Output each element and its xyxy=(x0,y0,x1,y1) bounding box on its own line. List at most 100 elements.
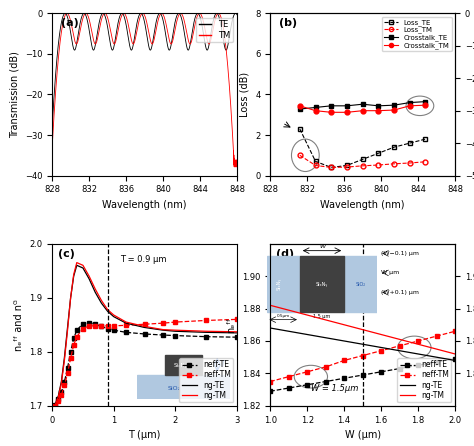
ng-TM xyxy=(323,317,328,322)
neff-TM xyxy=(105,323,110,329)
neff-TM xyxy=(68,355,73,361)
ng-TE xyxy=(99,301,104,306)
ng-TM xyxy=(173,327,178,333)
neff-TM xyxy=(286,374,292,380)
ng-TE xyxy=(160,327,166,333)
ng-TE xyxy=(71,273,76,279)
neff-TM xyxy=(304,369,310,375)
ng-TE xyxy=(86,276,92,281)
neff-TM xyxy=(452,329,458,334)
ng-TM xyxy=(123,319,129,325)
Text: (c): (c) xyxy=(58,248,74,259)
neff-TE xyxy=(304,382,310,388)
ng-TM xyxy=(58,380,64,386)
ng-TE xyxy=(111,314,117,319)
neff-TE xyxy=(64,365,70,371)
ng-TM xyxy=(64,327,70,333)
ng-TM xyxy=(397,337,402,342)
ng-TM xyxy=(267,303,273,308)
ng-TM xyxy=(52,402,58,408)
Text: (W+0.1) μm: (W+0.1) μm xyxy=(381,290,419,295)
ng-TE xyxy=(203,330,209,335)
ng-TM xyxy=(203,329,209,334)
X-axis label: T (μm): T (μm) xyxy=(128,430,161,440)
neff-TM xyxy=(80,326,86,331)
neff-TM xyxy=(234,317,240,322)
Text: (W−0.1) μm: (W−0.1) μm xyxy=(381,251,419,256)
ng-TM xyxy=(68,295,73,301)
neff-TM xyxy=(142,322,147,327)
neff-TE xyxy=(123,330,129,335)
ng-TM xyxy=(62,357,67,363)
neff-TM xyxy=(92,323,98,329)
neff-TE xyxy=(92,322,98,327)
Y-axis label: Transmission (dB): Transmission (dB) xyxy=(9,51,19,138)
neff-TE xyxy=(203,334,209,339)
ng-TE xyxy=(397,348,402,353)
ng-TM xyxy=(341,322,347,327)
Line: neff-TE: neff-TE xyxy=(268,357,457,393)
neff-TE xyxy=(86,320,92,325)
neff-TM xyxy=(58,392,64,398)
Line: ng-TM: ng-TM xyxy=(55,263,237,405)
ng-TE xyxy=(173,329,178,334)
neff-TM xyxy=(99,323,104,329)
ng-TM xyxy=(86,273,92,279)
neff-TM xyxy=(267,379,273,384)
Text: (d): (d) xyxy=(276,248,294,259)
neff-TE xyxy=(68,349,73,355)
neff-TE xyxy=(286,385,292,391)
neff-TM xyxy=(71,342,76,347)
neff-TE xyxy=(58,390,64,395)
ng-TM xyxy=(99,298,104,303)
neff-TM xyxy=(86,323,92,329)
Y-axis label: nₑᶠᶠ and nᴳ: nₑᶠᶠ and nᴳ xyxy=(14,299,24,351)
neff-TE xyxy=(142,331,147,337)
neff-TM xyxy=(360,353,365,358)
ng-TE xyxy=(64,325,70,330)
neff-TE xyxy=(55,396,61,402)
ng-TE xyxy=(415,351,421,357)
Text: (a): (a) xyxy=(61,18,79,28)
ng-TM xyxy=(452,351,458,357)
ng-TM xyxy=(434,347,439,352)
ng-TM xyxy=(111,312,117,318)
neff-TM xyxy=(160,321,166,326)
neff-TE xyxy=(397,366,402,371)
neff-TM xyxy=(52,403,58,409)
ng-TM xyxy=(71,272,76,277)
neff-TM xyxy=(62,383,67,388)
neff-TM xyxy=(55,398,61,404)
neff-TE xyxy=(434,359,439,365)
ng-TE xyxy=(286,329,292,334)
neff-TE xyxy=(52,403,58,408)
Text: W = 1.5μm: W = 1.5μm xyxy=(311,384,358,393)
ng-TM xyxy=(92,286,98,292)
ng-TM xyxy=(160,327,166,332)
neff-TM xyxy=(64,371,70,376)
ng-TM xyxy=(55,395,61,400)
ng-TM xyxy=(360,327,365,332)
X-axis label: W (μm): W (μm) xyxy=(345,430,381,440)
ng-TE xyxy=(58,379,64,384)
Line: neff-TE: neff-TE xyxy=(53,321,239,407)
neff-TE xyxy=(415,363,421,368)
neff-TM xyxy=(434,334,439,339)
ng-TE xyxy=(52,401,58,407)
ng-TM xyxy=(304,312,310,318)
ng-TE xyxy=(452,358,458,363)
neff-TE xyxy=(80,321,86,326)
Legend: Loss_TE, Loss_TM, Crosstalk_TE, Crosstalk_TM: Loss_TE, Loss_TM, Crosstalk_TE, Crosstal… xyxy=(382,17,452,51)
ng-TE xyxy=(74,263,80,268)
neff-TE xyxy=(173,333,178,338)
ng-TE xyxy=(234,330,240,335)
neff-TE xyxy=(74,327,80,333)
Text: T = 0.9 μm: T = 0.9 μm xyxy=(120,255,167,264)
neff-TM xyxy=(415,339,421,344)
neff-TE xyxy=(71,335,76,341)
neff-TE xyxy=(105,326,110,331)
neff-TM xyxy=(378,348,384,353)
ng-TM xyxy=(234,329,240,334)
Y-axis label: nₑᶠᶠ: nₑᶠᶠ xyxy=(226,317,237,333)
neff-TM xyxy=(341,358,347,363)
